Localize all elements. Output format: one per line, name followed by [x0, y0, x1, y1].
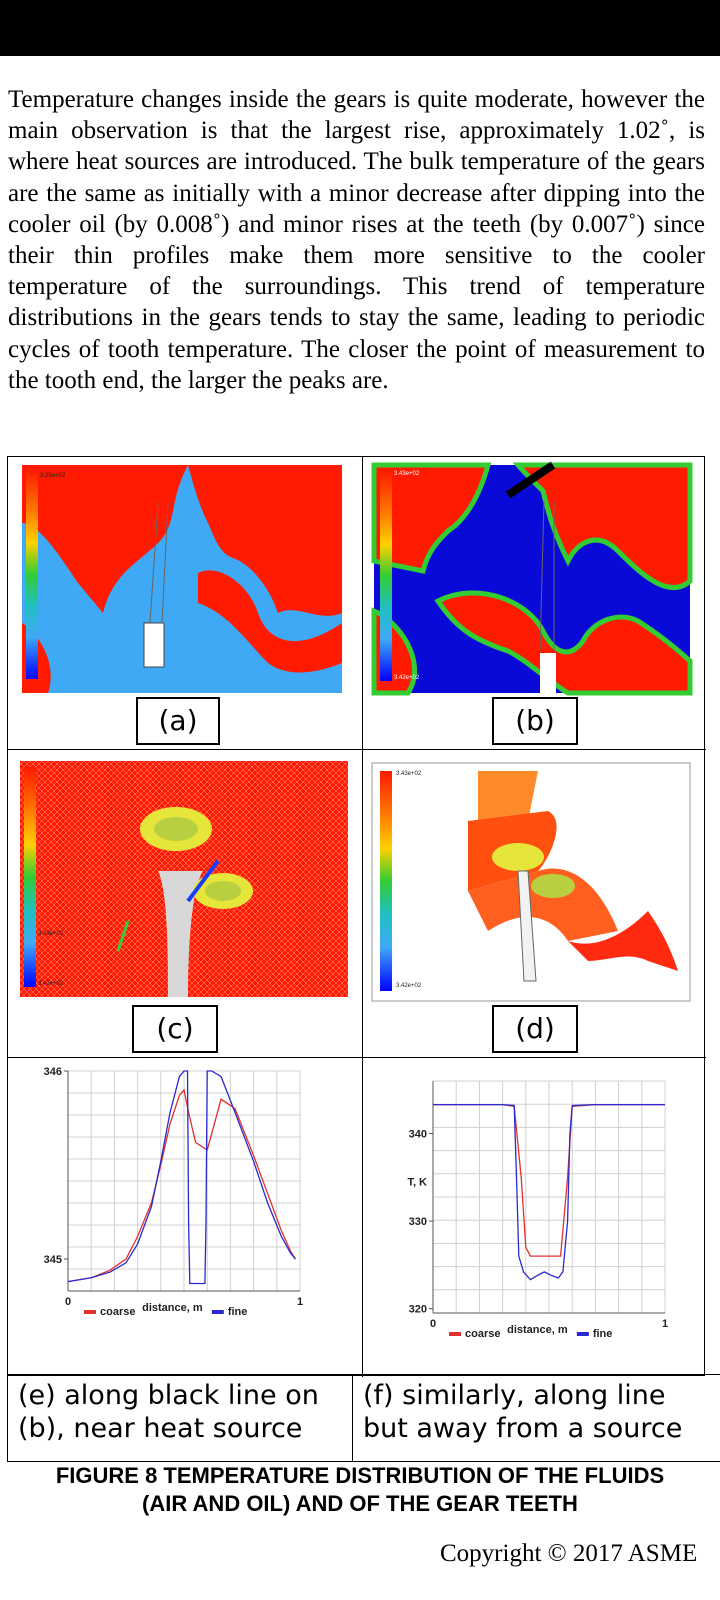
panel-b-legend-top: 3.43e+02	[394, 471, 420, 477]
x-axis-label: distance, m	[142, 1302, 203, 1314]
y-tick-label: 330	[409, 1216, 427, 1228]
label-b: (b)	[492, 697, 578, 745]
figure-grid: 3.25e+02 (a) 3.43e+02 3.42e+02 (b)	[7, 456, 706, 1377]
series-line-fine	[433, 1103, 665, 1281]
legend-label-coarse: coarse	[465, 1328, 500, 1340]
panel-c-legend-mid: 3.43e+02	[38, 931, 64, 937]
caption-f: (f) similarly, along line but away from …	[352, 1374, 720, 1462]
panel-c-legend-bottom: 3.42e+02	[38, 981, 64, 987]
y-tick-label: 345	[44, 1254, 62, 1266]
panel-b-image	[371, 461, 693, 696]
x-tick-label: 1	[662, 1318, 668, 1330]
chart-f-container: 320 330 340 0 1 distance, m T, K coarse fine	[363, 1061, 706, 1345]
panel-c-colorbar	[24, 767, 36, 987]
x-axis-label: distance, m	[507, 1324, 568, 1336]
caption-e-line2: (b), near heat source	[18, 1413, 303, 1444]
x-tick-label: 0	[65, 1296, 71, 1308]
caption-f-line1: (f) similarly, along line	[363, 1380, 666, 1411]
legend-swatch-fine	[576, 1332, 589, 1336]
caption-f-line2: but away from a source	[363, 1413, 683, 1444]
y-axis-label: T, K	[407, 1176, 427, 1188]
y-tick-label: 340	[409, 1129, 427, 1141]
panel-d-contour: 3.43e+02 3.42e+02	[368, 761, 698, 1003]
panel-d-colorbar	[380, 771, 392, 991]
panel-a-contour: 3.25e+02	[18, 463, 350, 695]
grid-divider-vertical	[362, 457, 363, 1377]
panel-a-colorbar	[26, 469, 70, 679]
panel-a-legend-labels: 3.25e+02	[40, 471, 65, 482]
figure-title-line2: (AIR AND OIL) AND OF THE GEAR TEETH	[142, 1491, 578, 1516]
figure-title: FIGURE 8 TEMPERATURE DISTRIBUTION OF THE…	[0, 1462, 720, 1518]
grid-divider-row1	[8, 749, 706, 750]
top-black-bar	[0, 0, 720, 56]
label-d: (d)	[492, 1005, 578, 1053]
grid-divider-row2	[8, 1057, 706, 1058]
panel-c-image	[20, 761, 348, 997]
chart-f: 320 330 340 0 1 distance, m T, K coarse fine	[407, 1080, 668, 1340]
x-tick-label: 0	[430, 1318, 436, 1330]
panel-d-image	[371, 762, 691, 1002]
black-measurement-line	[505, 461, 556, 499]
panel-c-contour: 3.43e+02 3.42e+02	[18, 761, 350, 997]
chart-e-container: 345 346 0 1 distance, m coarse fine	[8, 1061, 362, 1345]
panel-b-contour: 3.43e+02 3.42e+02	[368, 461, 698, 697]
caption-e-line1: (e) along black line on	[18, 1380, 319, 1411]
legend-label-fine: fine	[593, 1328, 613, 1340]
legend-label-coarse: coarse	[100, 1306, 135, 1318]
caption-e: (e) along black line on (b), near heat s…	[7, 1374, 353, 1462]
copyright: Copyright © 2017 ASME	[440, 1540, 698, 1567]
label-a: (a)	[136, 697, 220, 745]
panel-d-legend-bottom: 3.42e+02	[396, 983, 422, 989]
body-paragraph: Temperature changes inside the gears is …	[8, 86, 705, 394]
x-tick-label: 1	[297, 1296, 303, 1308]
y-tick-label: 346	[44, 1066, 62, 1078]
legend-swatch-coarse	[84, 1310, 96, 1314]
panel-b-legend-bottom: 3.42e+02	[394, 675, 420, 681]
legend-swatch-coarse	[449, 1332, 461, 1336]
panel-b-colorbar	[380, 471, 392, 681]
figure-title-line1: FIGURE 8 TEMPERATURE DISTRIBUTION OF THE…	[55, 1463, 665, 1488]
panel-d-legend-top: 3.43e+02	[396, 771, 422, 777]
series-line-fine	[67, 1070, 296, 1285]
y-tick-label: 320	[409, 1304, 427, 1316]
legend-label: 3.25e+02	[40, 473, 66, 479]
panel-a-image	[18, 463, 350, 695]
series-line-coarse	[67, 1088, 296, 1283]
legend-swatch-fine	[211, 1310, 224, 1314]
chart-e: 345 346 0 1 distance, m coarse fine	[44, 1066, 303, 1318]
legend-label-fine: fine	[228, 1306, 248, 1318]
label-c: (c)	[132, 1005, 218, 1053]
